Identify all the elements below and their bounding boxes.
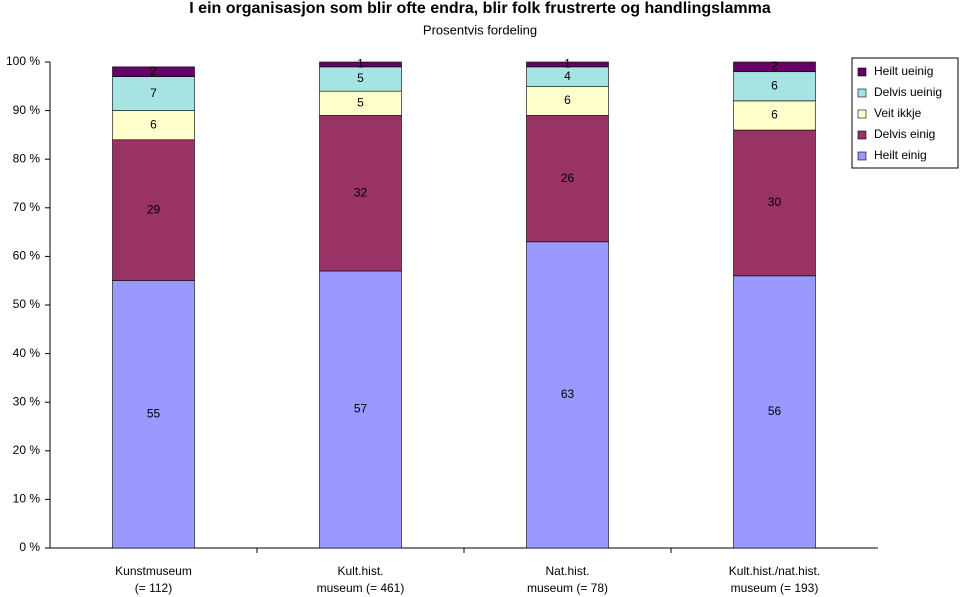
y-tick-label: 40 % xyxy=(13,346,41,360)
x-tick-label: Kult.hist./nat.hist. xyxy=(729,564,820,578)
x-tick-label: Nat.hist. xyxy=(545,564,589,578)
value-label: 63 xyxy=(561,387,575,401)
value-label: 5 xyxy=(357,95,364,109)
bar-segment xyxy=(733,129,816,277)
value-label: 6 xyxy=(771,78,778,92)
bar-segment xyxy=(319,90,402,116)
legend-box xyxy=(851,57,959,169)
legend-swatch xyxy=(857,109,867,119)
y-tick-label: 90 % xyxy=(13,103,41,117)
y-tick-label: 80 % xyxy=(13,151,41,165)
legend-swatch xyxy=(857,130,867,140)
value-label: 4 xyxy=(564,69,571,83)
value-label: 7 xyxy=(150,86,157,100)
legend-label: Heilt ueinig xyxy=(874,64,933,78)
value-label: 55 xyxy=(147,407,161,421)
x-tick-label: museum (= 193) xyxy=(731,581,819,595)
legend-swatch xyxy=(857,88,867,98)
value-label: 1 xyxy=(564,57,571,71)
value-label: 56 xyxy=(768,404,782,418)
bar-segment xyxy=(112,110,195,141)
legend-label: Veit ikkje xyxy=(874,106,922,120)
chart-title: I ein organisasjon som blir ofte endra, … xyxy=(189,0,771,17)
value-label: 26 xyxy=(561,171,575,185)
bar-segment xyxy=(733,100,816,131)
legend-swatch xyxy=(857,67,867,77)
y-tick-label: 30 % xyxy=(13,394,41,408)
bar-segment xyxy=(112,76,195,111)
x-tick-label: museum (= 78) xyxy=(527,581,608,595)
bar-segment xyxy=(112,280,195,549)
bar-segment xyxy=(112,66,195,77)
x-tick-label: Kult.hist. xyxy=(337,564,383,578)
legend-label: Delvis einig xyxy=(874,127,935,141)
y-tick-label: 60 % xyxy=(13,249,41,263)
bar-segment xyxy=(526,61,609,68)
y-tick-label: 70 % xyxy=(13,200,41,214)
bar-segment xyxy=(319,61,402,68)
bar-segment xyxy=(319,270,402,549)
y-tick-label: 20 % xyxy=(13,443,41,457)
value-label: 1 xyxy=(357,57,364,71)
bar-segment xyxy=(526,86,609,116)
legend-label: Heilt einig xyxy=(874,148,927,162)
x-tick-label: Kunstmuseum xyxy=(115,564,192,578)
value-label: 29 xyxy=(147,202,161,216)
y-tick-label: 100 % xyxy=(6,54,40,68)
legend-label: Delvis ueinig xyxy=(874,85,942,99)
x-tick-label: museum (= 461) xyxy=(317,581,405,595)
x-tick-label: (= 112) xyxy=(135,581,172,595)
legend-swatch xyxy=(857,151,867,161)
bar-segment xyxy=(526,241,609,549)
value-label: 5 xyxy=(357,71,364,85)
bar-segment xyxy=(733,61,816,73)
value-label: 6 xyxy=(564,93,571,107)
chart-subtitle: Prosentvis fordeling xyxy=(423,22,537,37)
value-label: 2 xyxy=(150,64,157,78)
value-label: 6 xyxy=(771,108,778,122)
y-tick-label: 0 % xyxy=(19,540,40,554)
value-label: 57 xyxy=(354,402,368,416)
value-label: 2 xyxy=(771,59,778,73)
value-label: 30 xyxy=(768,195,782,209)
bar-segment xyxy=(319,66,402,92)
y-tick-label: 50 % xyxy=(13,297,41,311)
bar-segment xyxy=(112,139,195,281)
value-label: 32 xyxy=(354,185,368,199)
value-label: 6 xyxy=(150,117,157,131)
y-tick-label: 10 % xyxy=(13,492,41,506)
bar-segment xyxy=(319,115,402,272)
